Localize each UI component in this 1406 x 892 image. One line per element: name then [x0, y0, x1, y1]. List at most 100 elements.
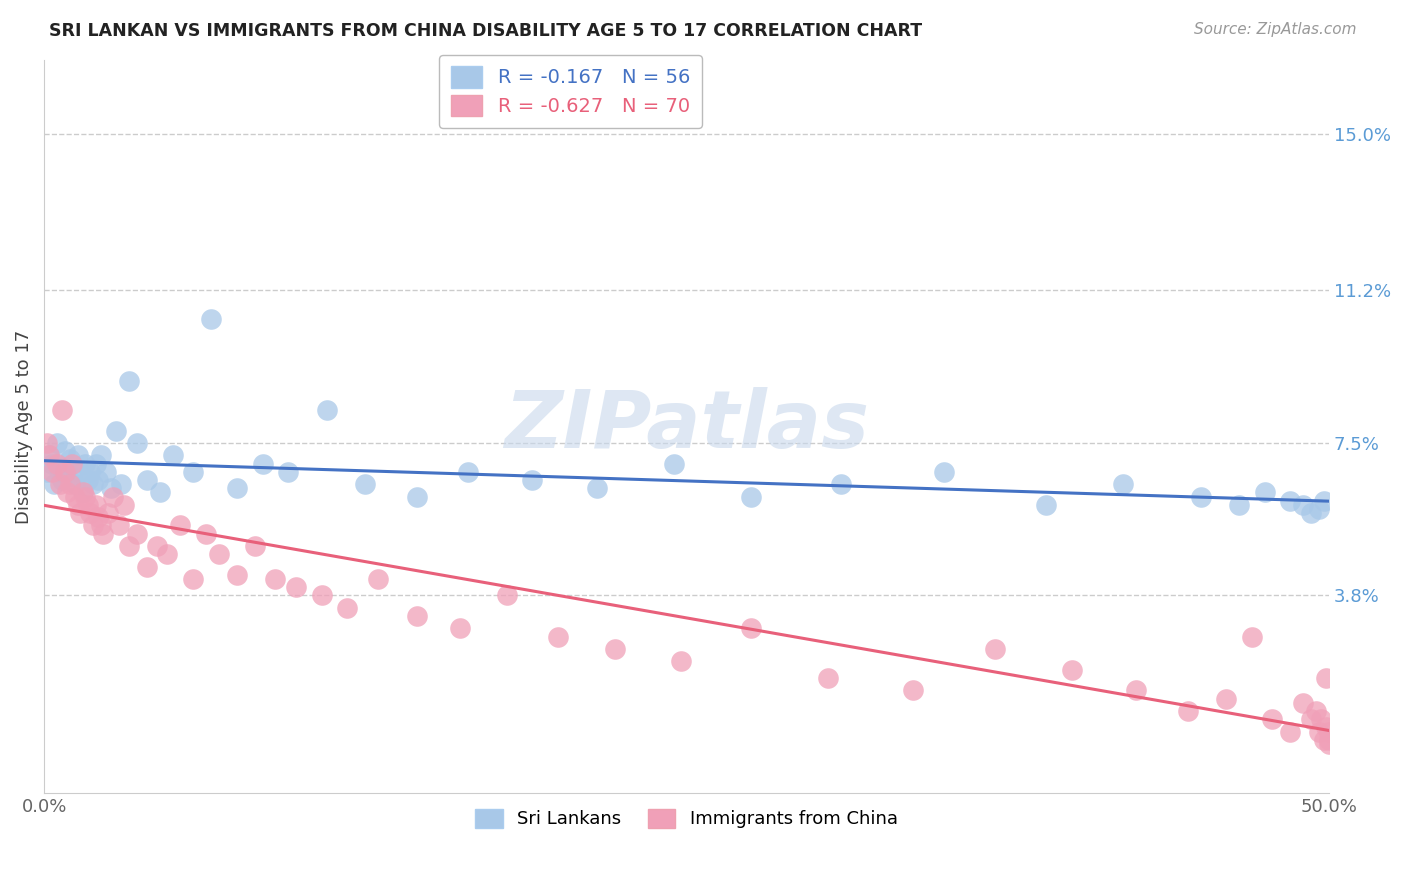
Point	[87, 510, 110, 524]
Point	[1279, 724, 1302, 739]
Point	[547, 630, 569, 644]
Point	[38, 448, 60, 462]
Point	[1112, 477, 1135, 491]
Point	[46, 457, 69, 471]
Point	[243, 539, 266, 553]
Point	[1310, 712, 1333, 726]
Point	[1125, 683, 1147, 698]
Point	[103, 490, 125, 504]
Point	[72, 485, 94, 500]
Point	[48, 465, 70, 479]
Point	[149, 485, 172, 500]
Point	[264, 572, 287, 586]
Point	[740, 490, 762, 504]
Point	[56, 460, 79, 475]
Point	[1317, 737, 1340, 751]
Point	[1317, 724, 1340, 739]
Point	[200, 312, 222, 326]
Point	[44, 477, 66, 491]
Text: ZIPatlas: ZIPatlas	[505, 387, 869, 466]
Point	[90, 518, 112, 533]
Point	[79, 506, 101, 520]
Point	[87, 473, 110, 487]
Point	[1292, 696, 1315, 710]
Point	[66, 498, 89, 512]
Point	[984, 642, 1007, 657]
Point	[817, 671, 839, 685]
Point	[662, 457, 685, 471]
Point	[135, 559, 157, 574]
Point	[51, 403, 73, 417]
Legend: Sri Lankans, Immigrants from China: Sri Lankans, Immigrants from China	[468, 802, 905, 836]
Point	[41, 457, 63, 471]
Point	[1308, 724, 1330, 739]
Point	[367, 572, 389, 586]
Point	[522, 473, 544, 487]
Point	[53, 444, 76, 458]
Point	[94, 465, 117, 479]
Point	[75, 490, 97, 504]
Point	[1227, 498, 1250, 512]
Point	[1305, 704, 1327, 718]
Point	[41, 465, 63, 479]
Point	[125, 436, 148, 450]
Point	[63, 490, 86, 504]
Point	[449, 622, 471, 636]
Point	[181, 572, 204, 586]
Point	[336, 600, 359, 615]
Point	[75, 457, 97, 471]
Point	[63, 477, 86, 491]
Point	[112, 498, 135, 512]
Point	[1215, 691, 1237, 706]
Point	[1317, 732, 1340, 747]
Point	[208, 547, 231, 561]
Point	[169, 518, 191, 533]
Point	[1279, 493, 1302, 508]
Point	[830, 477, 852, 491]
Point	[284, 580, 307, 594]
Point	[125, 526, 148, 541]
Point	[740, 622, 762, 636]
Point	[90, 448, 112, 462]
Point	[225, 567, 247, 582]
Point	[1313, 732, 1336, 747]
Point	[1315, 720, 1337, 734]
Point	[135, 473, 157, 487]
Point	[585, 481, 607, 495]
Point	[110, 477, 132, 491]
Point	[118, 539, 141, 553]
Point	[162, 448, 184, 462]
Point	[405, 609, 427, 624]
Point	[603, 642, 626, 657]
Point	[84, 457, 107, 471]
Point	[38, 448, 60, 462]
Point	[56, 485, 79, 500]
Point	[1254, 485, 1277, 500]
Point	[1299, 712, 1322, 726]
Point	[671, 655, 693, 669]
Y-axis label: Disability Age 5 to 17: Disability Age 5 to 17	[15, 329, 32, 524]
Point	[60, 457, 83, 471]
Point	[311, 589, 333, 603]
Point	[1299, 506, 1322, 520]
Point	[252, 457, 274, 471]
Point	[79, 465, 101, 479]
Point	[76, 473, 98, 487]
Point	[69, 506, 91, 520]
Point	[69, 465, 91, 479]
Point	[277, 465, 299, 479]
Point	[118, 374, 141, 388]
Point	[146, 539, 169, 553]
Point	[1313, 493, 1336, 508]
Point	[1308, 502, 1330, 516]
Point	[225, 481, 247, 495]
Point	[315, 403, 337, 417]
Point	[91, 526, 114, 541]
Point	[156, 547, 179, 561]
Point	[932, 465, 955, 479]
Point	[35, 465, 58, 479]
Text: SRI LANKAN VS IMMIGRANTS FROM CHINA DISABILITY AGE 5 TO 17 CORRELATION CHART: SRI LANKAN VS IMMIGRANTS FROM CHINA DISA…	[49, 22, 922, 40]
Point	[354, 477, 377, 491]
Point	[1035, 498, 1057, 512]
Point	[457, 465, 479, 479]
